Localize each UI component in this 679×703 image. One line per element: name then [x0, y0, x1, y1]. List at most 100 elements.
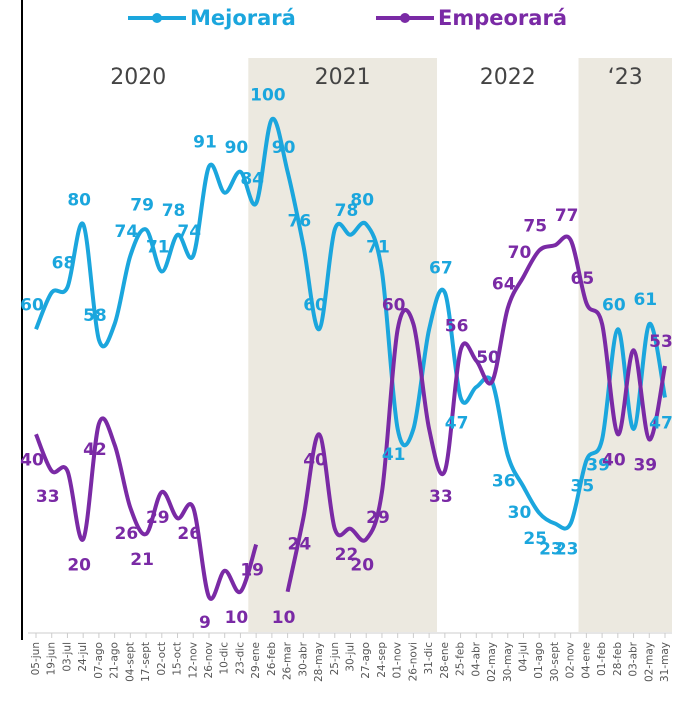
x-tick-label: 31-dic	[423, 642, 435, 675]
x-tick-label: 04-ene	[580, 642, 592, 679]
data-label: 21	[130, 550, 154, 570]
x-tick-label: 17-sept	[140, 642, 152, 682]
data-label: 19	[240, 561, 264, 581]
x-tick-label: 02-may	[486, 642, 498, 682]
data-label: 41	[382, 445, 406, 465]
data-label: 71	[366, 238, 390, 258]
data-label: 25	[523, 529, 547, 549]
data-label: 39	[633, 456, 657, 476]
x-tick-label: 30-may	[502, 642, 514, 682]
data-label: 75	[523, 217, 547, 237]
x-tick-label: 27-ago	[360, 642, 372, 679]
data-label: 60	[20, 295, 44, 315]
data-label: 84	[240, 169, 264, 189]
x-tick-label: 12-nov	[187, 642, 199, 678]
x-tick-label: 25-feb	[455, 642, 467, 676]
data-label: 64	[492, 274, 516, 294]
legend-dot	[400, 13, 410, 23]
x-tick-label: 03-abr	[628, 641, 640, 676]
data-label: 35	[571, 477, 595, 497]
data-label: 100	[250, 85, 286, 105]
data-label: 67	[429, 259, 453, 279]
x-tick-label: 10-dic	[219, 642, 231, 675]
x-tick-label: 04-sept	[124, 642, 136, 682]
x-tick-label: 24-sep	[376, 642, 388, 678]
data-label: 47	[445, 414, 469, 434]
x-tick-label: 02-may	[643, 642, 655, 682]
x-tick-label: 01-ago	[533, 642, 545, 679]
data-label: 60	[382, 295, 406, 315]
data-label: 22	[335, 545, 359, 565]
data-label: 80	[67, 190, 91, 210]
data-label: 65	[571, 269, 595, 289]
data-label: 53	[649, 332, 673, 352]
data-label: 47	[649, 414, 673, 434]
data-label: 23	[555, 540, 579, 560]
x-tick-label: 05-jun	[30, 642, 42, 675]
legend-label: Mejorará	[190, 6, 296, 30]
data-label: 76	[287, 211, 311, 231]
data-label: 9	[199, 613, 211, 633]
data-label: 33	[429, 487, 453, 507]
x-tick-label: 30-sept	[549, 642, 561, 682]
data-label: 30	[508, 503, 532, 523]
x-tick-label: 21-ago	[109, 642, 121, 679]
x-tick-label: 26-feb	[266, 642, 278, 676]
x-tick-label: 30-jul	[345, 642, 357, 672]
data-label: 70	[508, 243, 532, 263]
x-tick-label: 01-nov	[392, 642, 404, 678]
data-label: 29	[146, 508, 170, 528]
x-tick-label: 28-may	[313, 642, 325, 682]
data-label: 61	[633, 290, 657, 310]
x-tick-label: 26-novi	[407, 642, 419, 681]
period-label: 2021	[315, 65, 371, 90]
data-label: 40	[602, 450, 626, 470]
data-label: 10	[272, 608, 296, 628]
x-tick-label: 28-feb	[612, 642, 624, 676]
data-label: 74	[115, 222, 139, 242]
data-label: 20	[350, 555, 374, 575]
x-tick-label: 04-jul	[517, 642, 529, 672]
data-label: 77	[555, 206, 579, 226]
data-label: 42	[83, 440, 107, 460]
data-label: 78	[335, 201, 359, 221]
series-line	[34, 234, 667, 601]
data-label: 79	[130, 196, 154, 216]
data-label: 26	[115, 524, 139, 544]
x-tick-label: 02-oct	[156, 642, 168, 676]
x-tick-label: 02-nov	[565, 642, 577, 678]
period-label: 2022	[480, 65, 536, 90]
data-label: 33	[36, 487, 60, 507]
series-line	[34, 116, 667, 531]
data-label: 56	[445, 316, 469, 336]
data-label: 26	[177, 524, 201, 544]
x-tick-label: 01-feb	[596, 642, 608, 676]
data-label: 58	[83, 306, 107, 326]
x-tick-label: 07-ago	[93, 642, 105, 679]
x-tick-label: 31-may	[659, 642, 671, 682]
data-label: 78	[162, 201, 186, 221]
legend-dot	[152, 13, 162, 23]
data-label: 23	[539, 540, 563, 560]
x-tick-label: 15-oct	[172, 642, 184, 676]
data-label: 60	[602, 295, 626, 315]
data-label: 91	[193, 133, 217, 153]
x-tick-label: 03-jul	[61, 642, 73, 672]
data-label: 80	[350, 190, 374, 210]
data-label: 40	[20, 450, 44, 470]
x-tick-label: 28-ene	[439, 642, 451, 679]
data-label: 36	[492, 471, 516, 491]
period-label: ‘23	[608, 65, 643, 90]
data-label: 39	[586, 456, 610, 476]
legend-label: Empeorará	[438, 6, 567, 30]
x-tick-label: 23-dic	[234, 642, 246, 675]
x-tick-label: 25-jun	[329, 642, 341, 675]
x-tick-label: 04-abr	[470, 641, 482, 676]
data-label: 24	[287, 534, 311, 554]
data-label: 40	[303, 450, 327, 470]
x-tick-label: 30-abr	[297, 641, 309, 676]
x-tick-label: 26-mar	[282, 641, 294, 680]
data-label: 50	[476, 348, 500, 368]
x-tick-label: 19-jun	[46, 642, 58, 675]
